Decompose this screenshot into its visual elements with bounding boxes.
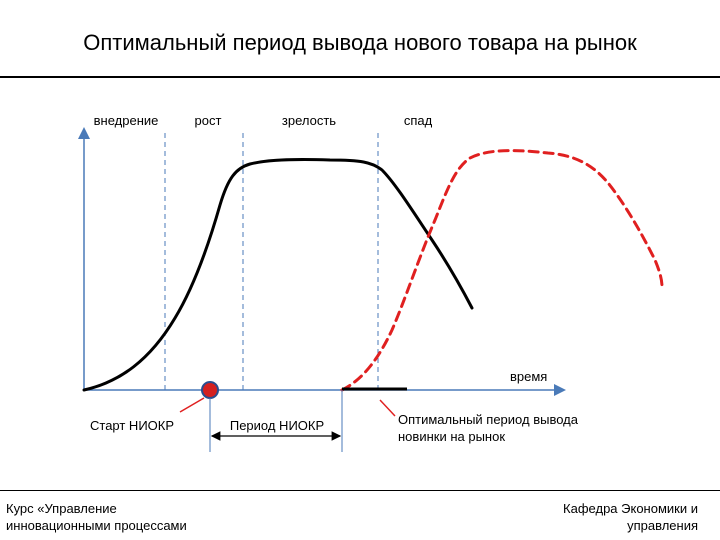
title-divider xyxy=(0,76,720,78)
stage-label-maturity: зрелость xyxy=(282,113,336,128)
footer-divider xyxy=(0,490,720,491)
lifecycle-curve xyxy=(82,157,474,392)
start-niokr-label: Старт НИОКР xyxy=(90,418,174,433)
period-niokr-label: Период НИОКР xyxy=(230,418,324,433)
start-callout-line xyxy=(179,397,205,413)
slide-title: Оптимальный период вывода нового товара … xyxy=(83,30,637,55)
footer-course: Курс «Управление инновационными процесса… xyxy=(6,500,187,534)
time-axis-label: время xyxy=(510,369,547,384)
footer-course-line2: инновационными процессами xyxy=(6,518,187,533)
footer-department-line2: управления xyxy=(627,518,698,533)
niokr-start-marker xyxy=(201,381,219,399)
optimal-period-label-line1: Оптимальный период вывода xyxy=(398,412,579,427)
stage-label-growth: рост xyxy=(195,113,222,128)
footer-course-line1: Курс «Управление xyxy=(6,501,117,516)
stage-label-introduction: внедрение xyxy=(94,113,159,128)
new-product-curve xyxy=(340,149,664,392)
optimal-period-label-line2: новинки на рынок xyxy=(398,429,505,444)
footer-department-line1: Кафедра Экономики и xyxy=(563,501,698,516)
optimal-callout-line xyxy=(379,399,396,417)
stage-label-decline: спад xyxy=(404,113,433,128)
footer-department: Кафедра Экономики и управления xyxy=(563,500,698,534)
